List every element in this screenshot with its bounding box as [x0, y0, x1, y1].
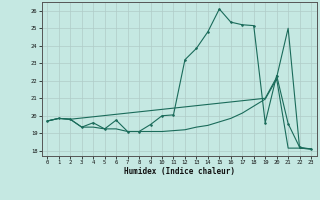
X-axis label: Humidex (Indice chaleur): Humidex (Indice chaleur) — [124, 167, 235, 176]
